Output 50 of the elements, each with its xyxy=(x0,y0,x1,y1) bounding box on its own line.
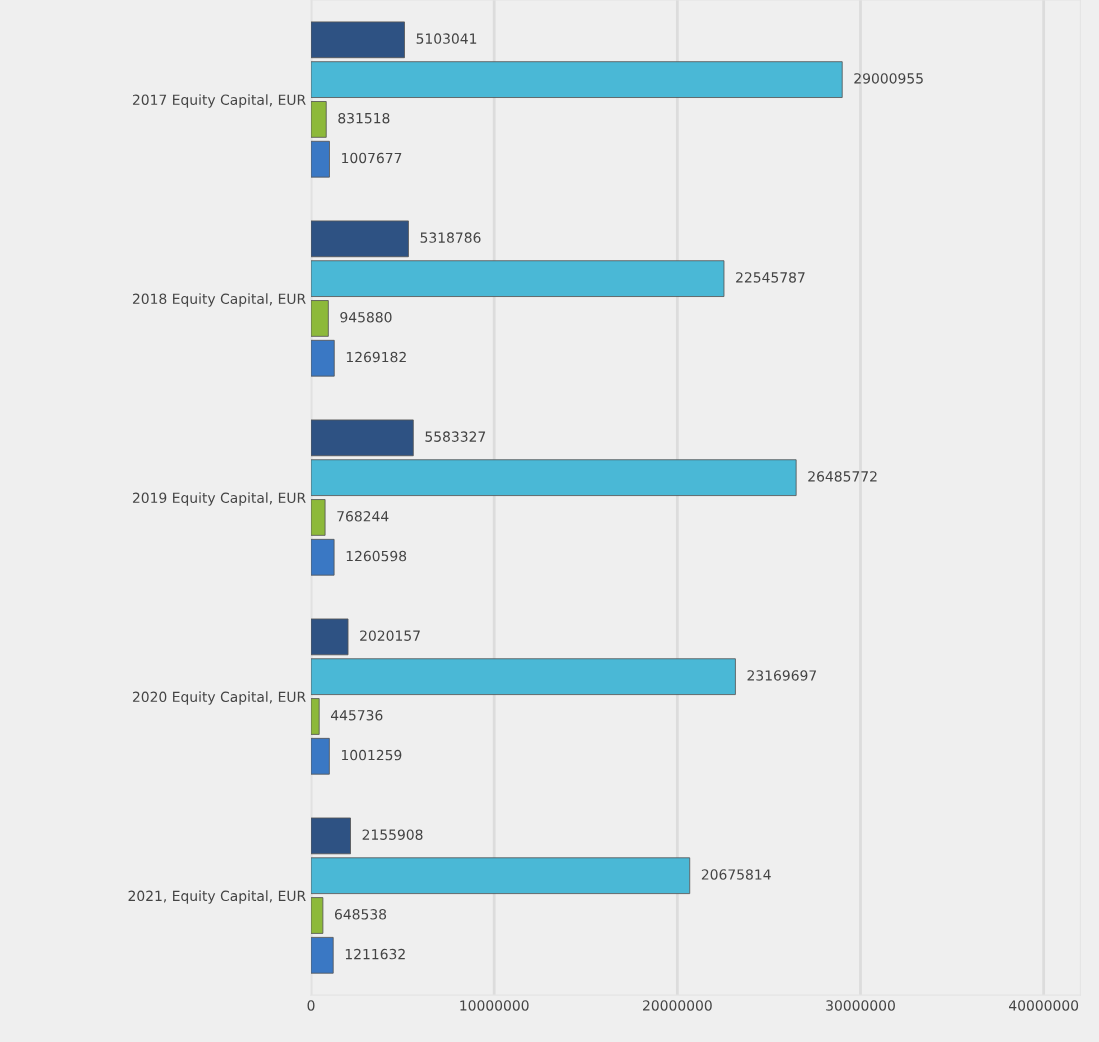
bar xyxy=(311,817,351,855)
data-label: 1260598 xyxy=(346,550,407,562)
x-tick-label: 30000000 xyxy=(826,1000,895,1011)
data-label: 23169697 xyxy=(747,670,817,681)
bar xyxy=(311,936,334,974)
bar xyxy=(311,857,691,895)
data-label: 445736 xyxy=(330,710,383,721)
data-label: 1211632 xyxy=(345,948,405,960)
data-label: 5103041 xyxy=(416,33,477,44)
y-tick-label: 2017 Equity Capital, EUR xyxy=(132,94,306,108)
bar xyxy=(311,61,843,98)
bar xyxy=(311,220,409,258)
data-label: 2020157 xyxy=(360,630,420,641)
bar xyxy=(311,658,736,696)
bar xyxy=(311,499,326,536)
bar xyxy=(311,698,320,735)
x-tick-label: 10000000 xyxy=(460,1000,529,1011)
x-tick-label: 40000000 xyxy=(1009,1000,1079,1011)
data-label: 1001259 xyxy=(341,749,402,761)
data-label: 26485772 xyxy=(808,471,877,482)
bar xyxy=(311,897,324,934)
bar xyxy=(311,21,405,59)
data-label: 29000955 xyxy=(854,73,923,84)
bar xyxy=(311,140,330,178)
y-tick-label: 2019 Equity Capital, EUR xyxy=(132,492,306,506)
bar xyxy=(311,260,725,297)
x-tick-label: 0 xyxy=(307,1000,315,1011)
data-label: 831518 xyxy=(338,112,390,124)
bar xyxy=(311,101,327,138)
data-label: 1269182 xyxy=(346,351,406,363)
y-tick-label: 2020 Equity Capital, EUR xyxy=(132,691,306,705)
bar xyxy=(311,419,414,457)
data-label: 648538 xyxy=(334,909,387,920)
data-label: 2155908 xyxy=(362,829,423,840)
data-label: 945880 xyxy=(340,311,392,323)
bar xyxy=(311,737,330,775)
bar xyxy=(311,300,329,337)
data-label: 20675814 xyxy=(701,869,771,880)
bar xyxy=(311,339,335,377)
bar xyxy=(311,538,335,576)
bar xyxy=(311,618,349,656)
y-tick-label: 2021, Equity Capital, EUR xyxy=(128,890,306,904)
data-label: 768244 xyxy=(337,510,389,522)
data-label: 1007677 xyxy=(342,152,402,164)
data-label: 22545787 xyxy=(736,272,805,283)
data-label: 5583327 xyxy=(425,431,486,442)
bar xyxy=(311,459,797,496)
x-tick-label: 20000000 xyxy=(643,1000,712,1011)
data-label: 5318786 xyxy=(420,232,481,243)
y-tick-label: 2018 Equity Capital, EUR xyxy=(132,293,306,307)
